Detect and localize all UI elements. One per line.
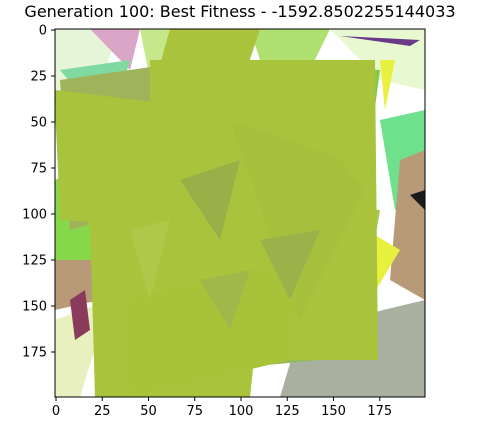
x-tick-label: 150 [321,404,346,419]
plot-frame [54,28,426,398]
y-axis: 0 25 50 75 100 125 150 175 [22,24,55,361]
evolved-polygon-image [55,29,425,397]
y-tick-label: 50 [30,116,47,131]
y-tick-label: 150 [22,300,47,315]
y-tick-label: 75 [30,162,47,177]
x-tick-label: 175 [367,404,392,419]
x-tick-label: 0 [52,404,60,419]
y-tick-label: 125 [22,254,47,269]
y-tick-label: 175 [22,346,47,361]
x-axis: 0 25 50 75 100 125 150 175 [52,397,392,419]
x-tick-label: 100 [229,404,254,419]
y-tick-label: 100 [22,208,47,223]
x-tick-label: 75 [186,404,203,419]
plot-title: Generation 100: Best Fitness - -1592.850… [24,2,456,21]
x-tick-label: 25 [94,404,111,419]
y-tick-label: 25 [30,70,47,85]
x-tick-label: 125 [275,404,300,419]
x-tick-label: 50 [140,404,157,419]
y-tick-label: 0 [39,24,47,39]
